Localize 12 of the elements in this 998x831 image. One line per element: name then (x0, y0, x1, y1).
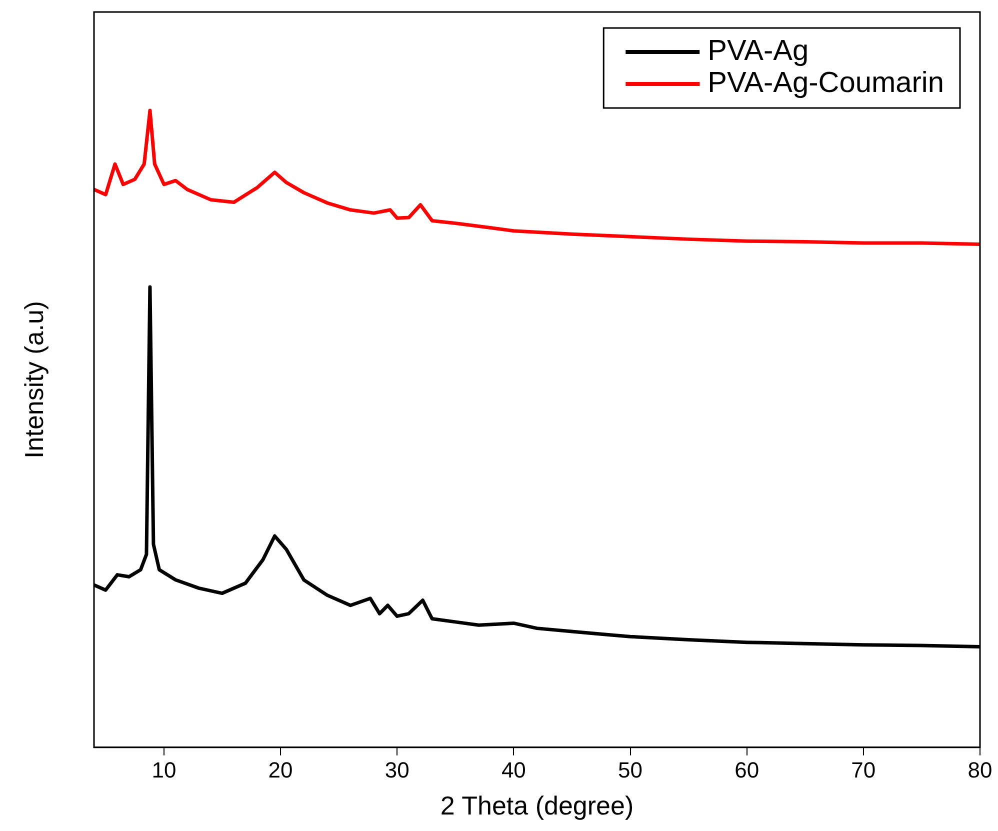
x-tick-label: 50 (618, 758, 643, 783)
x-tick-label: 20 (268, 758, 293, 783)
x-tick-label: 40 (501, 758, 526, 783)
x-tick-label: 80 (968, 758, 992, 783)
legend-label: PVA-Ag (708, 35, 809, 67)
x-tick-label: 60 (734, 758, 760, 783)
x-axis-title: 2 Theta (degree) (440, 790, 634, 821)
x-tick-label: 70 (851, 758, 876, 783)
legend-label: PVA-Ag-Coumarin (708, 67, 944, 99)
y-axis-title: Intensity (a.u) (19, 300, 50, 458)
x-tick-label: 30 (384, 758, 410, 783)
x-tick-label: 10 (152, 758, 176, 783)
